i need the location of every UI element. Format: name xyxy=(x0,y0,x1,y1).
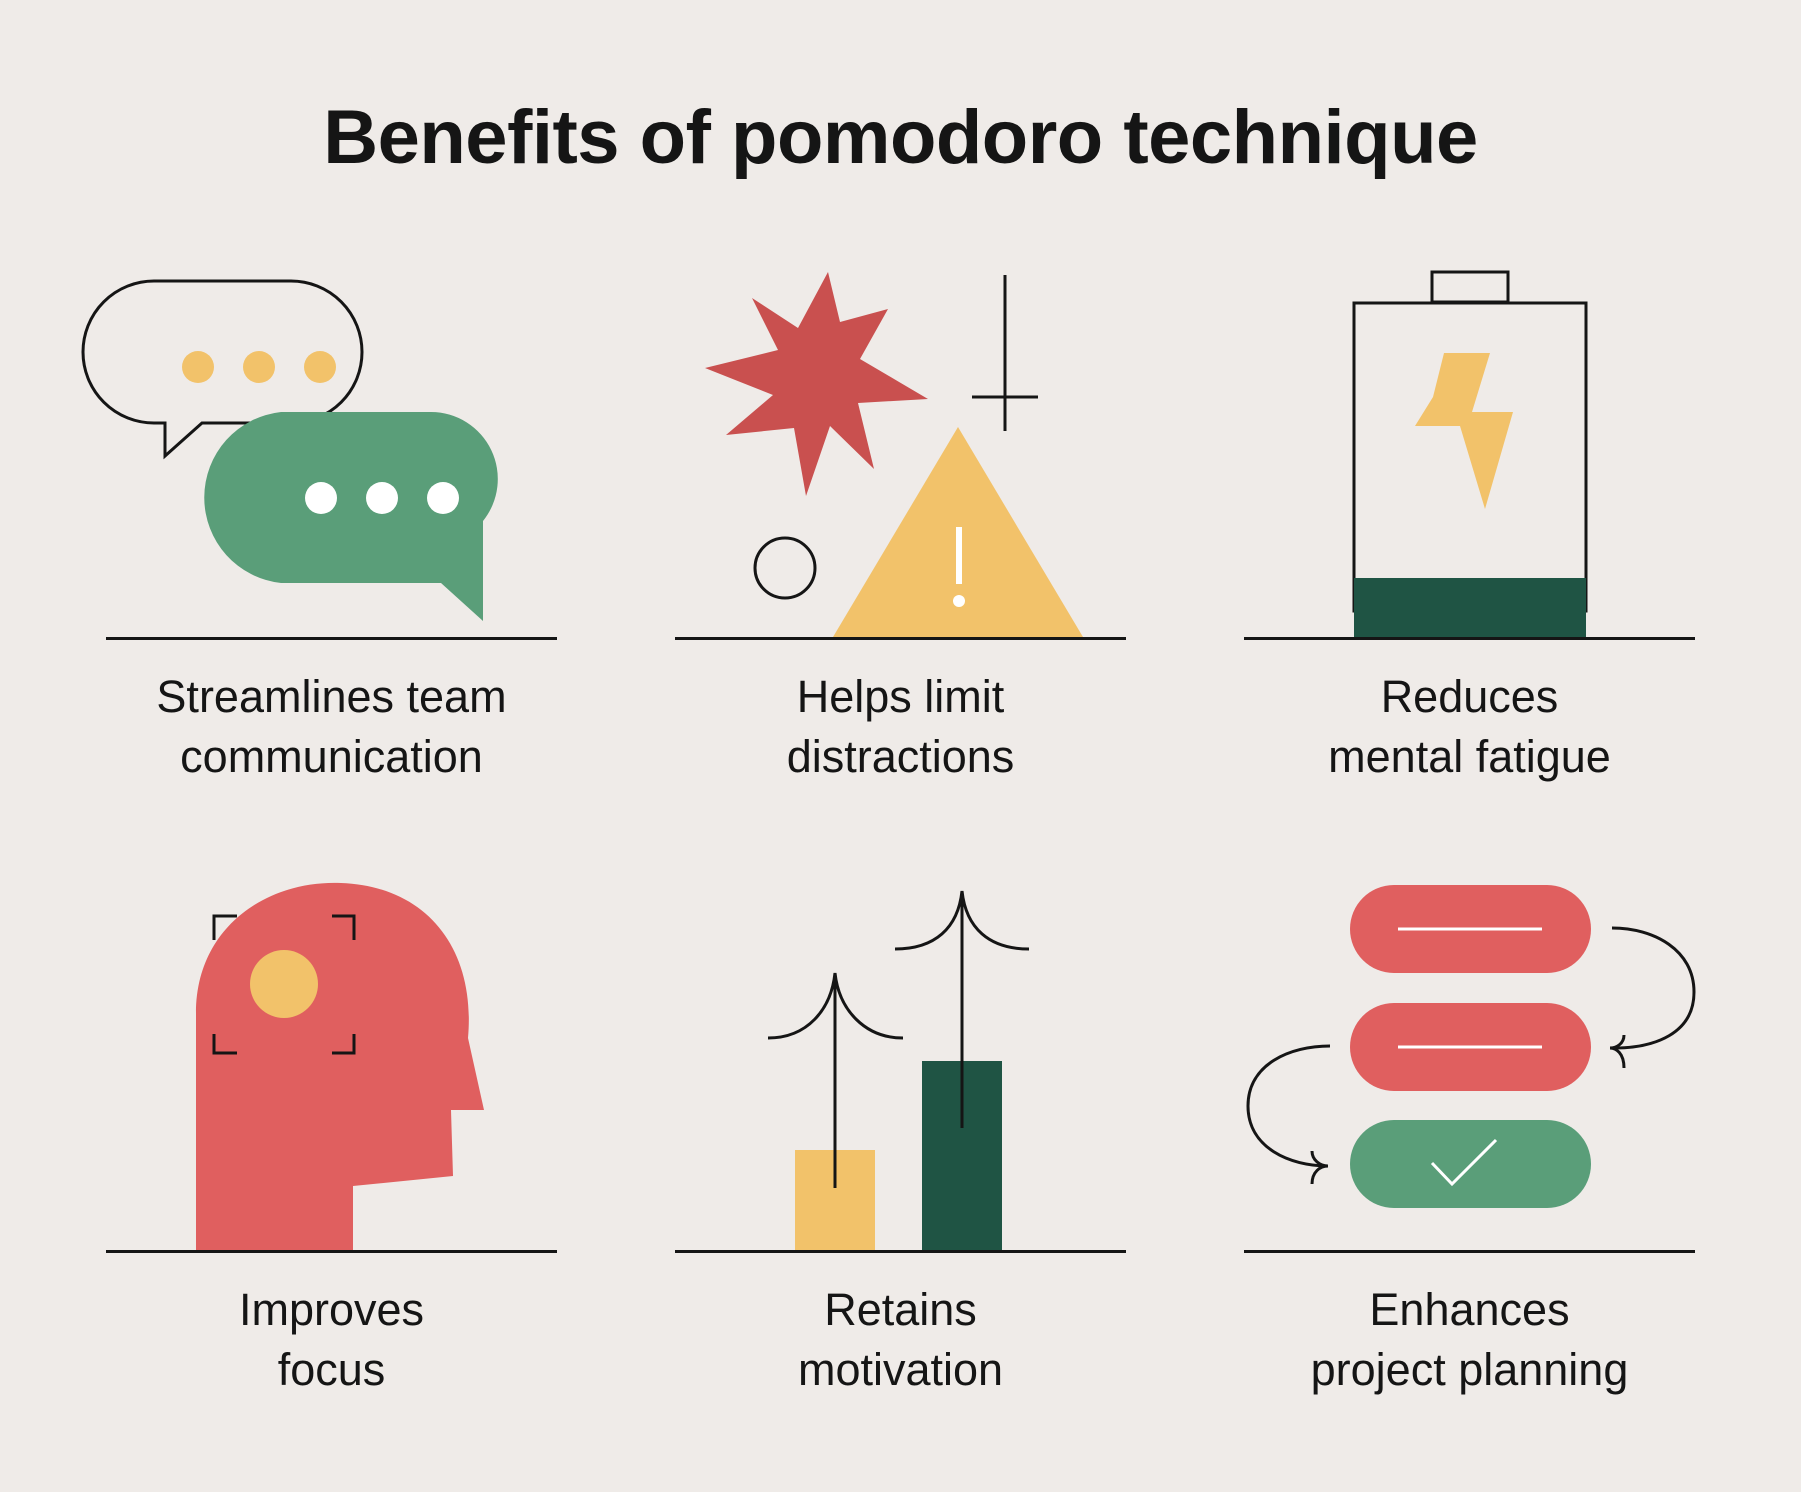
benefit-label: Retains motivation xyxy=(797,1284,1004,1395)
head-focus-icon xyxy=(196,882,484,1250)
baseline xyxy=(675,637,1126,640)
benefit-card-communication: Streamlines team communication xyxy=(81,275,557,875)
baseline xyxy=(106,637,557,640)
benefit-label: Improves focus xyxy=(238,1284,425,1395)
baseline xyxy=(106,1250,557,1253)
chat-bubbles-icon xyxy=(81,279,498,621)
warning-distractions-icon xyxy=(705,272,1083,637)
benefit-label: Streamlines team communication xyxy=(156,671,507,782)
growth-bars-icon xyxy=(767,890,1030,1250)
baseline xyxy=(1244,1250,1695,1253)
benefit-card-focus: Improves focus xyxy=(106,882,557,1488)
benefit-label: Reduces mental fatigue xyxy=(1328,671,1611,782)
battery-icon xyxy=(1352,270,1588,637)
benefit-label: Helps limit distractions xyxy=(786,671,1015,782)
benefit-card-distractions: Helps limit distractions xyxy=(675,272,1126,875)
baseline xyxy=(1244,637,1695,640)
benefit-label: Enhances project planning xyxy=(1310,1284,1629,1395)
task-list-icon xyxy=(1246,885,1696,1208)
page-title: Benefits of pomodoro technique xyxy=(323,95,1478,180)
benefit-card-motivation: Retains motivation xyxy=(675,888,1126,1488)
benefit-card-fatigue: Reduces mental fatigue xyxy=(1244,270,1695,875)
baseline xyxy=(675,1250,1126,1253)
benefit-card-planning: Enhances project planning xyxy=(1244,885,1696,1488)
